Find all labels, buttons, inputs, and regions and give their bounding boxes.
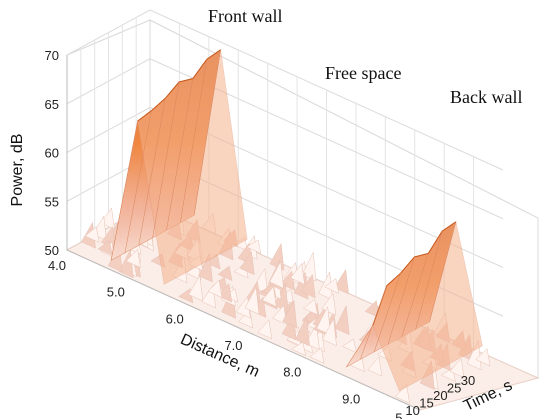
wall-facet: [346, 325, 374, 368]
y-tick-label: 20: [433, 388, 447, 403]
y-tick-label: 15: [419, 396, 433, 411]
floor-peak: [207, 279, 223, 299]
annotation-free-space: Free space: [325, 63, 401, 83]
floor-peak: [316, 305, 331, 336]
x-tick-label: 9.0: [342, 391, 360, 406]
z-axis-label: Power, dB: [9, 134, 26, 207]
x-tick-label: 5.0: [107, 285, 125, 300]
surface-wall-1: [345, 221, 483, 392]
wall-facet: [429, 221, 457, 322]
wall-facet: [373, 273, 401, 352]
x-tick-label: 4.0: [48, 258, 66, 273]
floor-peak: [280, 270, 296, 291]
floor-peak: [341, 338, 357, 354]
wall-facet: [166, 78, 194, 231]
floor-peak: [188, 274, 204, 302]
z-tick-label: 55: [45, 194, 59, 209]
wall-facet: [387, 256, 415, 345]
floor-peak: [394, 383, 410, 404]
floor-peak: [321, 292, 337, 316]
wall-facet: [152, 82, 180, 238]
z-tick-label: 70: [45, 48, 59, 63]
floor-peak: [246, 239, 262, 254]
floor-peak: [272, 304, 288, 326]
x-tick-label: 6.0: [166, 311, 184, 326]
floor-peak: [269, 260, 284, 289]
wall-facet: [138, 98, 166, 246]
y-tick-label: 25: [447, 381, 461, 396]
z-tick-label: 50: [45, 243, 59, 258]
floor-peak: [295, 315, 310, 347]
x-axis-label: Distance, m: [178, 331, 262, 381]
y-tick-label: 5: [395, 411, 402, 419]
z-tick-labels: 50 55 60 65 70: [45, 48, 59, 258]
surface-walls: [110, 49, 483, 392]
wall-facet: [415, 231, 443, 330]
floor-peak: [324, 278, 340, 294]
floor-peak: [300, 273, 316, 299]
annotation-front-wall: Front wall: [208, 6, 283, 26]
floor-peak: [475, 348, 491, 367]
z-tick-label: 60: [45, 146, 59, 161]
wall-facet: [360, 285, 388, 360]
floor-peak: [244, 286, 260, 315]
wall-facet: [110, 121, 138, 261]
annotation-back-wall: Back wall: [450, 87, 522, 107]
surface-wall-0: [110, 49, 248, 285]
x-tick-labels: 4.0 5.0 6.0 7.0 8.0 9.0: [48, 258, 360, 406]
floor-peak: [84, 226, 100, 243]
floor-peak: [449, 358, 465, 379]
floor-peak: [322, 317, 337, 347]
floor-peak: [291, 341, 307, 357]
floor-peak: [257, 319, 273, 340]
wall-facet: [401, 253, 429, 337]
wall-facet: [193, 49, 221, 216]
floor-peak: [334, 268, 349, 295]
x-axis-line: [66, 249, 421, 411]
floor-peak: [125, 248, 141, 268]
y-tick-label: 10: [405, 403, 419, 418]
floor-peak: [217, 282, 233, 303]
x-tick-label: 7.0: [224, 338, 242, 353]
x-tick-label: 8.0: [283, 365, 301, 380]
floor-peak: [334, 304, 350, 336]
z-tick-label: 65: [45, 97, 59, 112]
wall-facet: [124, 110, 152, 253]
floor-peak: [217, 265, 233, 282]
floor-peak: [282, 299, 298, 329]
floor-peak: [367, 356, 383, 377]
y-tick-label: 30: [461, 373, 475, 388]
floor-peak: [97, 239, 113, 256]
floor-peak: [364, 299, 380, 319]
floor-peak: [309, 347, 325, 364]
floor-peak: [239, 251, 255, 276]
floor-peak: [261, 286, 277, 307]
floor-peak: [290, 262, 305, 285]
floor-peak: [302, 298, 318, 316]
wall-facet: [180, 59, 208, 223]
